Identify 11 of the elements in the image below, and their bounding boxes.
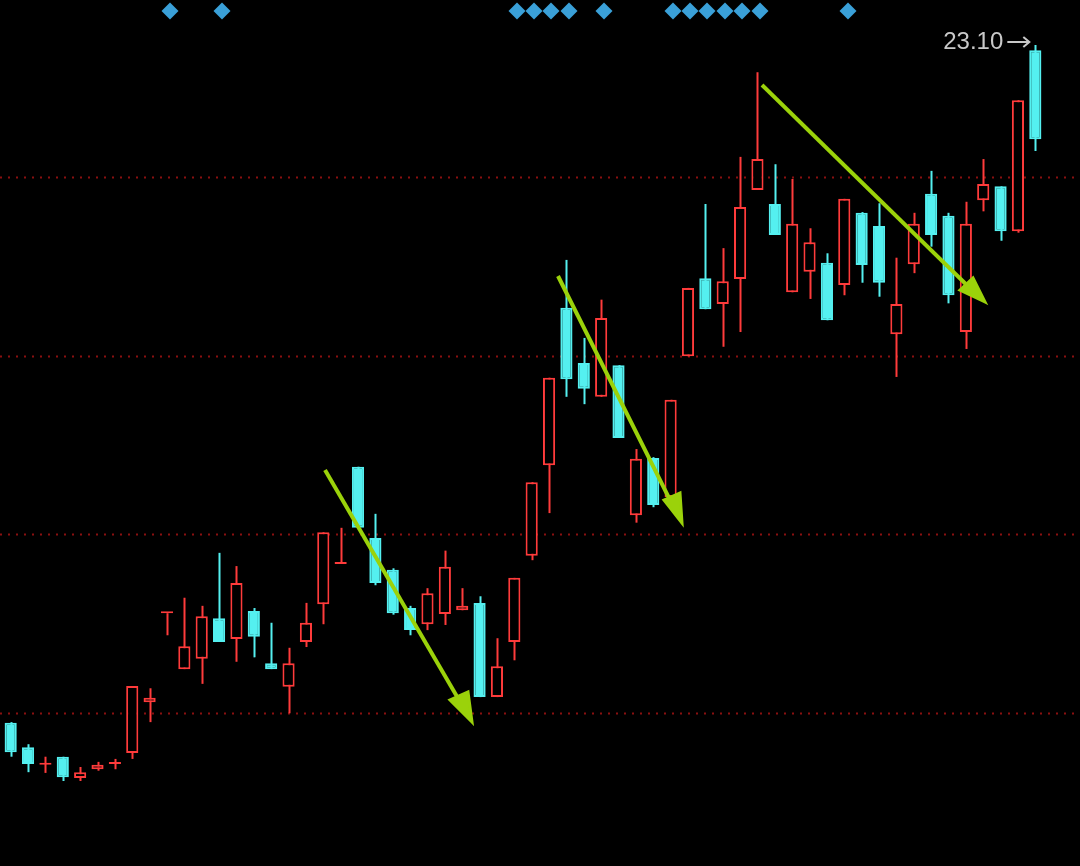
candlestick [282, 646, 295, 715]
candlestick [178, 596, 191, 671]
candlestick [213, 551, 226, 643]
candlestick [334, 526, 347, 565]
candlestick [247, 607, 260, 659]
candlestick [716, 247, 729, 348]
candlestick [977, 158, 990, 213]
candlestick [265, 621, 278, 671]
annotation: 23.10 [943, 26, 1004, 54]
candlestick [577, 336, 590, 406]
candlestick [56, 755, 69, 782]
